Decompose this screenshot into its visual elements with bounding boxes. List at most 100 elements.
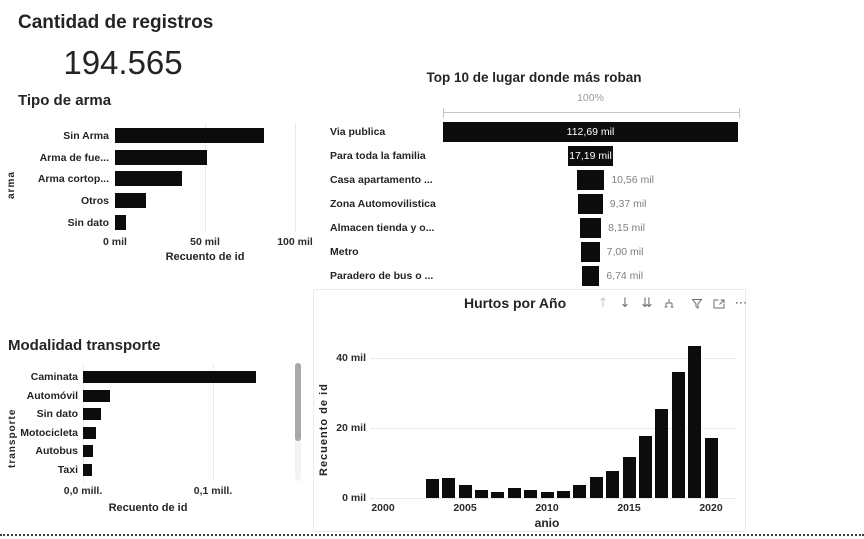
- category-label: Sin dato: [67, 216, 109, 229]
- gridline: [295, 124, 296, 232]
- bar[interactable]: [556, 491, 570, 498]
- bar[interactable]: [524, 489, 538, 498]
- category-label: Via publica: [330, 126, 386, 138]
- plot-area: Caminata Automóvil Sin dato Motocicleta Auto…: [8, 330, 310, 520]
- bar[interactable]: [83, 408, 102, 420]
- chart-title: Tipo de arma: [18, 92, 112, 109]
- category-label: Taxi: [57, 463, 78, 476]
- category-label: Arma de fue...: [39, 151, 109, 164]
- filter-icon[interactable]: [688, 296, 706, 312]
- go-to-next-level-icon[interactable]: ⇊: [641, 296, 653, 311]
- bar[interactable]: [83, 371, 256, 383]
- bar[interactable]: [83, 463, 93, 476]
- bar[interactable]: [115, 171, 182, 187]
- bar[interactable]: [622, 457, 636, 498]
- bar[interactable]: [540, 492, 554, 498]
- bar[interactable]: [83, 389, 111, 402]
- plot-area: Via publica 112,69 mil Para toda la famili…: [320, 66, 748, 296]
- scale-label: 100%: [577, 92, 604, 104]
- x-tick-label: 2010: [535, 502, 559, 514]
- category-label: Caminata: [30, 371, 78, 383]
- plot-area: 0 mil 20 mil 40 mil 2000 2005 2010 2015 2020: [314, 290, 747, 533]
- drill-down-icon[interactable]: ↓: [619, 296, 631, 311]
- hurtos-por-anio-chart: Hurtos por Año ↑ ↓ ⇊ ⋯ Recuento de id an…: [313, 289, 748, 533]
- category-label: Almacen tienda y o...: [330, 222, 435, 234]
- x-tick-label: 2005: [453, 502, 477, 514]
- category-label: Autobus: [35, 445, 78, 457]
- chart-title: Top 10 de lugar donde más roban: [426, 70, 642, 85]
- bar[interactable]: [576, 170, 605, 190]
- chart-title: Hurtos por Año: [464, 295, 567, 311]
- bar[interactable]: [442, 478, 456, 498]
- scrollbar-track[interactable]: [295, 363, 301, 481]
- top10-lugares-chart: Top 10 de lugar donde más roban 100% Via…: [320, 66, 748, 296]
- gridline: [213, 365, 214, 482]
- drill-up-icon[interactable]: ↑: [597, 296, 609, 311]
- category-label: Otros: [80, 195, 109, 208]
- bar-with-value-label[interactable]: 112,69 mil: [443, 122, 738, 142]
- category-label: Sin Arma: [63, 130, 109, 142]
- bar-with-value-label[interactable]: 17,19 mil: [568, 146, 613, 166]
- category-label: Paradero de bus o ...: [330, 270, 434, 282]
- category-label: Casa apartamento ...: [330, 174, 433, 186]
- x-tick-label: 2015: [617, 502, 641, 514]
- gridline: [371, 358, 735, 359]
- bar[interactable]: [507, 488, 521, 498]
- bar[interactable]: [115, 128, 265, 143]
- gridline: [371, 498, 735, 499]
- bar[interactable]: [491, 491, 505, 498]
- visual-toolbar: ↑ ↓ ⇊ ⋯: [314, 296, 748, 312]
- bar[interactable]: [581, 266, 600, 286]
- bar[interactable]: [458, 485, 472, 498]
- category-label: Metro: [330, 246, 359, 258]
- category-label: Automóvil: [26, 389, 78, 402]
- value-label: 9,37 mil: [609, 198, 647, 210]
- more-options-icon[interactable]: ⋯: [734, 296, 748, 311]
- gridline: [371, 428, 735, 429]
- bar[interactable]: [638, 435, 652, 498]
- bar[interactable]: [115, 193, 146, 209]
- bar[interactable]: [655, 408, 669, 498]
- bar[interactable]: [581, 242, 600, 262]
- y-tick-label: 40 mil: [336, 352, 366, 364]
- category-label: Para toda la familia: [330, 150, 426, 162]
- bar[interactable]: [704, 438, 718, 498]
- x-axis-title: Recuento de id: [165, 251, 245, 263]
- bar[interactable]: [589, 477, 603, 498]
- bar[interactable]: [115, 149, 207, 165]
- bar[interactable]: [474, 489, 488, 498]
- category-label: Sin dato: [36, 408, 78, 420]
- y-tick-label: 20 mil: [336, 422, 366, 434]
- bar[interactable]: [425, 479, 439, 498]
- x-tick-label: 2020: [699, 502, 723, 514]
- bar[interactable]: [83, 445, 94, 457]
- scale-bracket: [443, 108, 740, 118]
- page-title: Cantidad de registros: [18, 12, 214, 33]
- value-label: 8,15 mil: [608, 222, 645, 234]
- scrollbar-thumb[interactable]: [295, 363, 301, 441]
- x-tick-label: 2000: [371, 502, 395, 514]
- x-tick-label: 100 mil: [277, 236, 313, 248]
- focus-mode-icon[interactable]: [710, 296, 728, 312]
- category-label: Arma cortop...: [37, 173, 109, 186]
- plot-area: Sin Arma Arma de fue... Arma cortop... Otro…: [8, 88, 313, 268]
- chart-title: Modalidad transporte: [8, 337, 161, 354]
- bar[interactable]: [83, 426, 96, 439]
- x-tick-label: 50 mil: [190, 236, 220, 248]
- y-tick-label: 0 mil: [342, 492, 366, 504]
- x-axis-title: Recuento de id: [108, 502, 188, 514]
- bar[interactable]: [579, 218, 602, 238]
- bar[interactable]: [688, 345, 702, 498]
- expand-all-icon[interactable]: [660, 296, 678, 312]
- bar[interactable]: [115, 214, 126, 230]
- bar[interactable]: [606, 470, 620, 498]
- bar[interactable]: [578, 194, 603, 214]
- bar[interactable]: [671, 372, 685, 498]
- gridline: [83, 365, 84, 482]
- value-label: 7,00 mil: [606, 246, 644, 258]
- bar[interactable]: [573, 485, 587, 498]
- x-tick-label: 0,0 mill.: [63, 485, 103, 497]
- x-axis-title: anio: [534, 516, 560, 530]
- modalidad-transporte-chart: Modalidad transporte transporte Recuento…: [7, 330, 310, 520]
- canvas-bottom-border: [0, 534, 864, 536]
